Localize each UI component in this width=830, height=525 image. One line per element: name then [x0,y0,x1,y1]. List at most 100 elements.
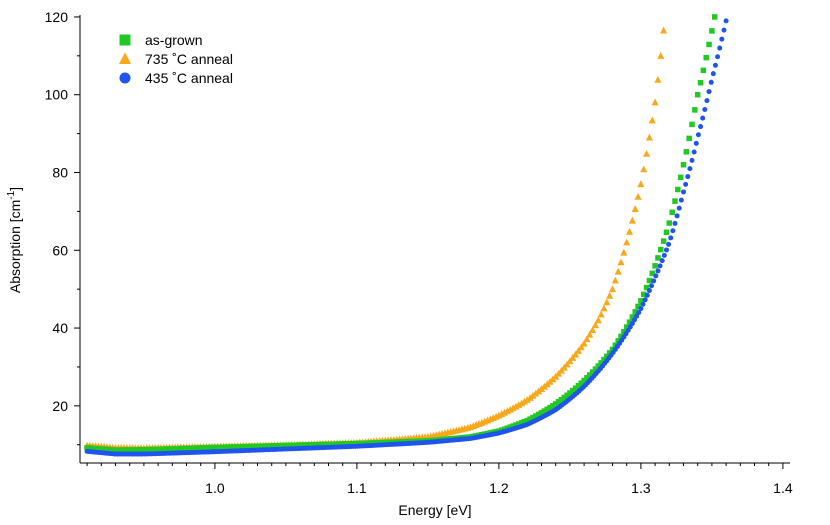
data-point-435-anneal [651,278,657,284]
data-point-as-grown [271,443,278,449]
data-point-as-grown [331,441,337,447]
data-point-435-anneal [717,45,723,51]
data-point-as-grown [109,447,116,453]
data-point-735-anneal [657,52,665,59]
data-point-as-grown [112,447,119,453]
data-point-as-grown [700,67,707,74]
data-point-as-grown [308,442,315,448]
data-point-as-grown [126,447,133,453]
data-point-435-anneal [646,288,652,294]
data-point-735-anneal [603,298,611,306]
data-point-as-grown [356,440,363,447]
data-point-as-grown [706,41,712,48]
data-point-as-grown [291,442,298,449]
data-point-as-grown [305,442,312,448]
data-point-as-grown [555,399,562,405]
data-point-as-grown [686,135,692,142]
data-point-435-anneal [119,72,131,84]
y-axis-label-main: Absorption [cm [7,200,23,293]
data-point-435-anneal [636,309,642,315]
data-point-735-anneal [634,192,642,200]
data-point-as-grown [567,390,573,396]
data-point-as-grown [90,445,96,452]
data-point-as-grown [266,443,272,449]
data-point-as-grown [345,441,352,447]
data-point-as-grown [516,421,522,427]
data-point-as-grown [550,402,556,409]
data-point-735-anneal [623,238,631,246]
data-point-735-anneal [608,285,617,293]
data-point-as-grown [317,441,323,448]
data-point-as-grown [694,91,701,98]
data-point-435-anneal [681,189,686,195]
data-point-as-grown [368,440,374,446]
data-point-as-grown [646,277,653,284]
y-axis-label: Absorption [cm-1] [6,187,23,293]
data-point-as-grown [589,369,596,375]
data-point-as-grown [703,54,709,61]
data-point-as-grown [124,447,130,453]
data-point-as-grown [84,445,90,451]
x-tick-label: 1.1 [347,480,367,496]
x-tick-label: 1.0 [205,480,225,496]
data-point-as-grown [118,447,124,453]
data-point-435-anneal [674,213,680,219]
data-point-as-grown [524,417,531,424]
data-point-as-grown [362,440,369,446]
data-point-735-anneal [577,343,585,351]
data-point-as-grown [277,442,283,449]
data-point-as-grown [518,420,525,426]
data-point-as-grown [138,447,144,453]
data-point-as-grown [229,444,235,450]
data-point-735-anneal [631,205,639,212]
data-point-as-grown [354,440,360,447]
series-layer [83,14,729,457]
data-point-as-grown [234,444,241,450]
data-point-as-grown [132,447,139,453]
data-point-435-anneal [698,124,704,130]
data-point-as-grown [658,246,664,253]
data-point-as-grown [246,443,252,450]
data-point-435-anneal [710,71,716,77]
data-point-435-anneal [655,268,661,274]
data-point-as-grown [507,424,514,430]
data-point-as-grown [135,447,141,453]
data-point-735-anneal [583,335,591,343]
data-point-as-grown [155,446,161,453]
x-axis-label: Energy [eV] [398,502,471,518]
data-point-as-grown [640,291,647,298]
data-point-as-grown [240,443,247,450]
y-axis-label-superscript: -1 [6,190,17,199]
data-point-as-grown [544,406,550,413]
data-point-as-grown [172,446,178,452]
data-point-435-anneal [685,174,691,180]
data-point-as-grown [195,445,201,451]
data-point-as-grown [697,79,704,86]
data-point-as-grown [334,441,340,447]
data-point-735-anneal [637,180,645,188]
data-point-735-anneal [594,316,602,324]
data-point-as-grown [371,440,377,446]
data-point-435-anneal [683,181,689,187]
data-point-as-grown [337,441,343,447]
data-point-735-anneal [614,267,622,275]
data-point-as-grown [615,338,621,344]
data-point-435-anneal [702,106,708,112]
data-point-as-grown [101,446,107,453]
data-point-as-grown [626,319,633,325]
data-point-as-grown [107,446,113,453]
data-point-as-grown [652,263,658,269]
data-point-435-anneal [672,220,678,226]
data-point-as-grown [558,396,565,403]
data-point-as-grown [677,174,684,181]
data-point-as-grown [203,444,210,451]
y-tick-label: 120 [45,9,69,25]
data-point-as-grown [200,445,207,451]
data-point-as-grown [294,442,301,448]
data-point-as-grown [643,284,650,291]
data-point-as-grown [601,356,607,363]
data-point-as-grown [280,442,286,449]
data-point-as-grown [214,444,221,451]
data-point-as-grown [578,380,585,386]
data-point-as-grown [152,446,159,453]
